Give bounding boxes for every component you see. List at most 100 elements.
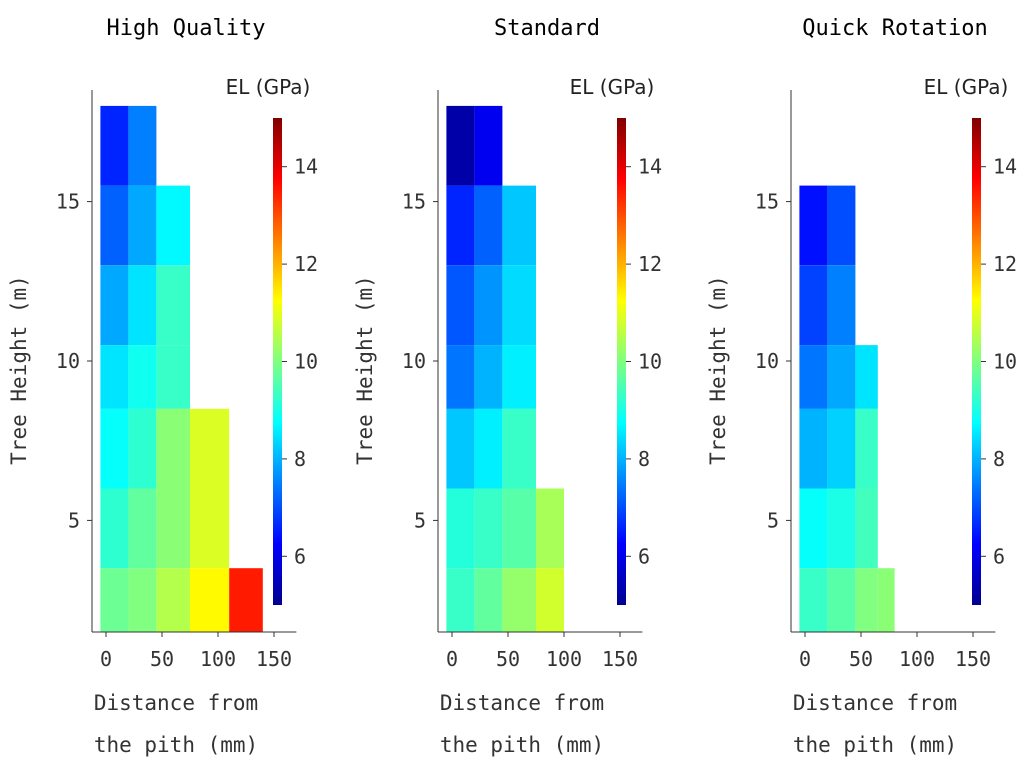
heatmap-cells (100, 105, 263, 632)
heatmap-cell (855, 488, 878, 569)
heatmap-cell (474, 568, 503, 632)
heatmap-cell (190, 488, 230, 569)
colorbar: 6 8 10 12 14 EL (GPa) (226, 75, 318, 605)
colorbar-gradient (273, 118, 282, 605)
colorbar-tick-label: 6 (993, 544, 1005, 568)
y-tick-label: 10 (755, 349, 779, 373)
heatmap-cell (446, 345, 475, 409)
heatmap-cell (827, 345, 856, 409)
heatmap-cell (474, 345, 503, 409)
heatmap-cell (502, 185, 536, 266)
heatmap-cell (536, 568, 564, 632)
heatmap-cell (446, 408, 475, 489)
heatmap-cell (128, 105, 157, 186)
colorbar: 6 8 10 12 14 EL (GPa) (570, 75, 662, 605)
panel-title: High Quality (107, 16, 266, 41)
heatmap-cell (799, 488, 828, 569)
heatmap-cell (446, 488, 475, 569)
y-axis-label: Tree Height (m) (353, 275, 377, 465)
x-axis-label-line1: Distance from (793, 691, 957, 715)
heatmap-cell (474, 185, 503, 266)
x-tick-label: 0 (100, 647, 112, 671)
heatmap-cell (502, 568, 536, 632)
heatmap-cell (100, 105, 129, 186)
x-tick-label: 0 (799, 647, 811, 671)
heatmap-cells (446, 105, 564, 632)
x-tick-label: 150 (955, 647, 991, 671)
x-axis-label-line2: the pith (mm) (793, 733, 957, 757)
heatmap-cell (474, 408, 503, 489)
heatmap-cell (827, 265, 856, 346)
heatmap-cell (100, 408, 129, 489)
x-tick-label: 50 (150, 647, 174, 671)
colorbar-tick-label: 8 (294, 447, 306, 471)
colorbar-tick-label: 10 (638, 350, 662, 374)
heatmap-cell (502, 345, 536, 409)
x-tick-label: 50 (849, 647, 873, 671)
heatmap-cell (156, 568, 190, 632)
heatmap-cell (799, 265, 828, 346)
heatmap-cell (446, 265, 475, 346)
y-tick-label: 10 (56, 349, 80, 373)
x-tick-label: 100 (546, 647, 582, 671)
heatmap-cell (100, 488, 129, 569)
heatmap-cell (799, 408, 828, 489)
heatmap-cell (502, 265, 536, 346)
heatmap-cell (128, 345, 157, 409)
heatmap-cell (100, 185, 129, 266)
x-tick-label: 50 (496, 647, 520, 671)
heatmap-cell (855, 568, 878, 632)
colorbar-tick-label: 6 (294, 544, 306, 568)
x-tick-label: 100 (200, 647, 236, 671)
heatmap-cell (128, 185, 157, 266)
panel-title: Quick Rotation (802, 16, 987, 41)
heatmap-cell (128, 265, 157, 346)
x-tick-label: 150 (256, 647, 292, 671)
y-tick-label: 15 (755, 190, 779, 214)
heatmap-cell (128, 488, 157, 569)
heatmap-cell (128, 568, 157, 632)
heatmap-cell (799, 568, 828, 632)
heatmap-cell (474, 105, 503, 186)
colorbar-label: EL (GPa) (226, 75, 311, 99)
heatmap-cells (799, 185, 895, 632)
heatmap-cell (156, 185, 190, 266)
y-tick-label: 5 (414, 508, 426, 532)
x-axis-label-line2: the pith (mm) (440, 733, 604, 757)
heatmap-cell (156, 488, 190, 569)
colorbar-tick-label: 12 (993, 252, 1017, 276)
colorbar-tick-label: 8 (638, 447, 650, 471)
y-tick-label: 15 (56, 190, 80, 214)
heatmap-cell (502, 488, 536, 569)
heatmap-cell (536, 488, 564, 569)
colorbar-tick-label: 8 (993, 447, 1005, 471)
heatmap-cell (827, 568, 856, 632)
heatmap-cell (474, 265, 503, 346)
colorbar-tick-label: 14 (638, 155, 662, 179)
colorbar: 6 8 10 12 14 EL (GPa) (924, 75, 1017, 605)
x-axis-label-line1: Distance from (94, 691, 258, 715)
heatmap-cell (855, 408, 878, 489)
x-axis-label-line2: the pith (mm) (94, 733, 258, 757)
heatmap-cell (877, 568, 895, 632)
colorbar-tick-label: 10 (993, 350, 1017, 374)
x-tick-label: 0 (446, 647, 458, 671)
heatmap-cell (156, 345, 190, 409)
x-tick-label: 150 (602, 647, 638, 671)
heatmap-cell (799, 185, 828, 266)
y-tick-label: 10 (402, 349, 426, 373)
y-tick-label: 15 (402, 190, 426, 214)
heatmap-cell (446, 105, 475, 186)
colorbar-tick-label: 14 (294, 155, 318, 179)
heatmap-cell (100, 568, 129, 632)
colorbar-label: EL (GPa) (570, 75, 655, 99)
heatmap-cell (100, 345, 129, 409)
y-axis-label: Tree Height (m) (7, 275, 31, 465)
